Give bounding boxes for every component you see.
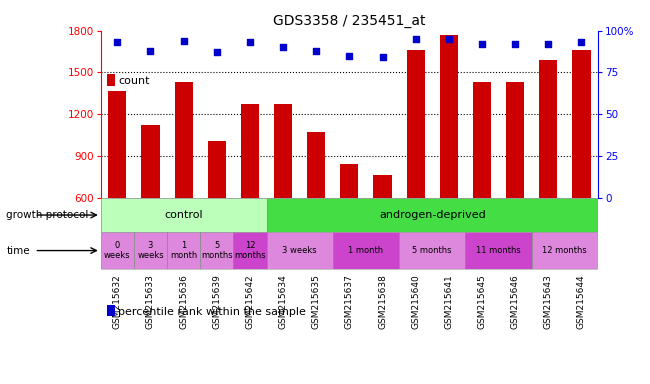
Text: GSM215637: GSM215637 [345,275,354,329]
Point [344,53,355,59]
Point [377,55,387,61]
Text: GSM215639: GSM215639 [213,275,221,329]
Bar [108,91,127,198]
Text: 0
weeks: 0 weeks [104,241,131,260]
Bar [465,232,532,269]
Text: 11 months: 11 months [476,246,521,255]
Point [145,48,156,54]
Bar [141,125,160,198]
Bar [266,232,333,269]
Bar [399,232,465,269]
Text: control: control [164,210,203,220]
Bar [174,82,193,198]
Bar [340,164,359,198]
Point [278,44,289,50]
Point [178,38,188,44]
Point [543,41,553,47]
Text: androgen-deprived: androgen-deprived [379,210,486,220]
Point [311,48,321,54]
Text: 5 months: 5 months [413,246,452,255]
Bar [101,198,266,232]
Text: GSM215632: GSM215632 [113,275,122,329]
Bar [167,232,200,269]
Text: 3
weeks: 3 weeks [137,241,164,260]
Bar [473,82,491,198]
Text: 12
months: 12 months [234,241,266,260]
Bar [134,232,167,269]
Text: time: time [6,245,30,256]
Bar [200,232,233,269]
Text: GSM215633: GSM215633 [146,275,155,329]
Bar [240,104,259,198]
Text: count: count [118,76,150,86]
Bar [333,232,399,269]
Text: GSM215638: GSM215638 [378,275,387,329]
Bar [439,35,458,198]
Text: GSM215643: GSM215643 [544,275,552,329]
Bar [572,50,591,198]
Bar [539,60,558,198]
Text: GSM215635: GSM215635 [312,275,320,329]
Text: 1
month: 1 month [170,241,197,260]
Bar [406,50,425,198]
Bar [207,141,226,198]
Point [112,39,122,45]
Bar [107,74,115,86]
Bar [101,232,134,269]
Bar [266,198,598,232]
Text: 5
months: 5 months [201,241,233,260]
Point [211,50,222,56]
Point [476,41,488,47]
Bar [233,232,266,269]
Text: GSM215642: GSM215642 [246,275,254,329]
Text: GSM215645: GSM215645 [478,275,486,329]
Text: GSM215634: GSM215634 [279,275,287,329]
Bar [107,305,115,316]
Text: GSM215636: GSM215636 [179,275,188,329]
Text: GSM215644: GSM215644 [577,275,586,329]
Text: GSM215646: GSM215646 [511,275,519,329]
Bar [307,132,326,198]
Text: 12 months: 12 months [543,246,587,255]
Point [411,36,421,42]
Point [576,39,586,45]
Point [244,39,255,45]
Bar [506,82,525,198]
Text: GSM215640: GSM215640 [411,275,420,329]
Point [443,36,454,42]
Text: growth protocol: growth protocol [6,210,89,220]
Bar [373,175,392,198]
Bar [274,104,292,198]
Bar [532,232,598,269]
Title: GDS3358 / 235451_at: GDS3358 / 235451_at [273,14,426,28]
Text: GSM215641: GSM215641 [445,275,453,329]
Text: 3 weeks: 3 weeks [282,246,317,255]
Point [510,41,520,47]
Text: percentile rank within the sample: percentile rank within the sample [118,307,306,317]
Text: 1 month: 1 month [348,246,384,255]
